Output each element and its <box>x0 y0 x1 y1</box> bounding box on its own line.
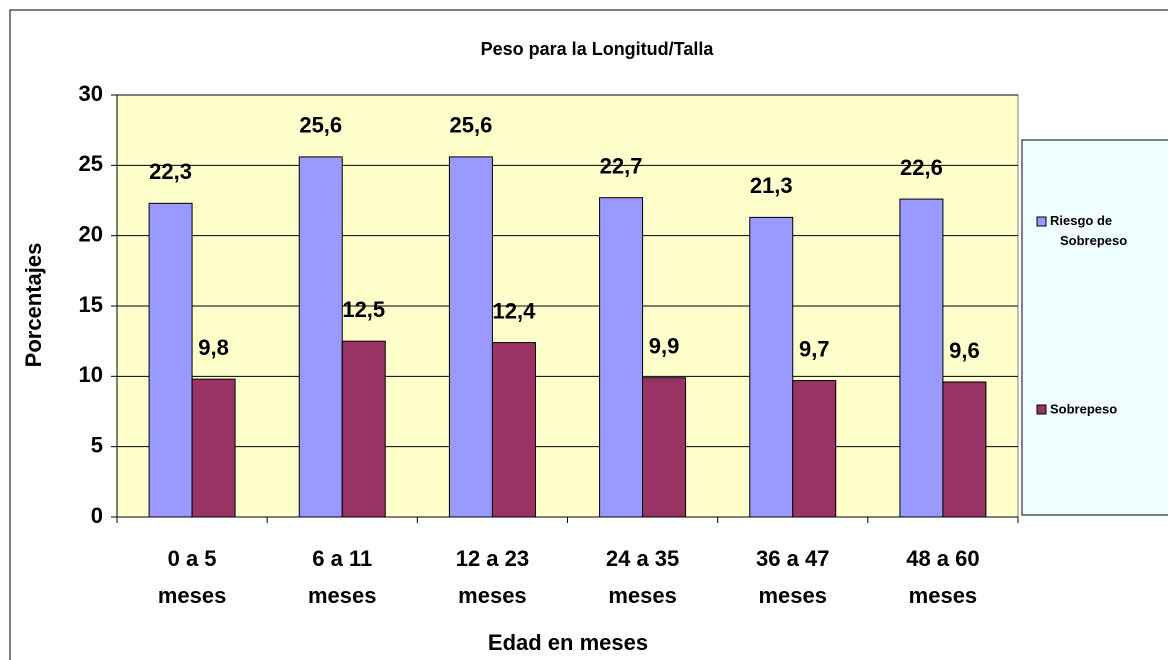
x-tick-label: 12 a 23 meses <box>456 546 529 608</box>
bar <box>298 156 343 518</box>
y-tick-label: 5 <box>91 432 103 457</box>
data-label: 9,8 <box>198 335 229 360</box>
y-tick-label: 30 <box>79 81 103 106</box>
bar <box>642 377 687 518</box>
bar <box>942 381 987 518</box>
legend-label: Riesgo de Sobrepeso <box>1050 213 1127 248</box>
y-axis-title: Porcentajes <box>21 243 46 368</box>
data-label: 9,9 <box>649 334 680 359</box>
x-tick-label: 24 a 35 meses <box>606 546 679 608</box>
data-label: 21,3 <box>750 173 793 198</box>
legend-box <box>1021 139 1168 516</box>
bar <box>491 342 536 518</box>
legend-swatch <box>1036 216 1047 227</box>
x-tick-label: 6 a 11 meses <box>308 546 377 608</box>
x-tick-label: 36 a 47 meses <box>756 546 829 608</box>
legend-swatch <box>1036 404 1047 415</box>
y-tick-label: 10 <box>79 362 103 387</box>
bar <box>148 202 193 518</box>
y-tick-label: 25 <box>79 151 103 176</box>
y-tick-label: 15 <box>79 292 103 317</box>
y-tick-label: 20 <box>79 221 103 246</box>
bar <box>792 380 837 518</box>
x-axis-title: Edad en meses <box>488 630 648 655</box>
data-label: 12,4 <box>493 298 537 323</box>
data-label: 25,6 <box>450 113 493 138</box>
bar <box>448 156 493 518</box>
data-label: 9,6 <box>949 338 980 363</box>
bar <box>191 378 236 518</box>
bar <box>749 216 794 518</box>
data-label: 12,5 <box>342 297 385 322</box>
chart-title: Peso para la Longitud/Talla <box>481 39 715 59</box>
bar <box>341 340 386 518</box>
x-tick-label: 48 a 60 meses <box>906 546 979 608</box>
y-tick-label: 0 <box>91 503 103 528</box>
legend-label: Sobrepeso <box>1050 401 1117 416</box>
data-label: 22,7 <box>600 153 643 178</box>
data-label: 22,6 <box>900 155 943 180</box>
data-label: 22,3 <box>149 159 192 184</box>
data-label: 25,6 <box>299 113 342 138</box>
bar <box>599 197 644 518</box>
bar <box>899 198 944 518</box>
data-label: 9,7 <box>799 336 830 361</box>
x-tick-label: 0 a 5 meses <box>158 546 227 608</box>
